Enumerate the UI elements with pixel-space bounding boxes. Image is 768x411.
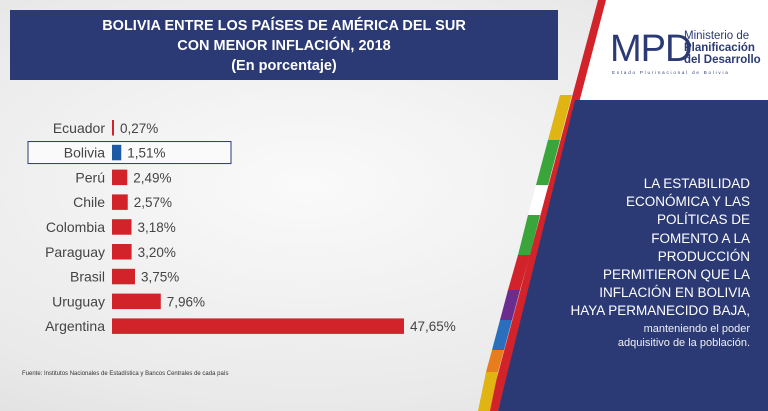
stripe-green-2 <box>518 215 540 255</box>
category-label: Argentina <box>45 318 105 334</box>
panel-sub-text: manteniendo el poder adquisitivo de la po… <box>490 322 750 350</box>
panel-main-text: LA ESTABILIDAD ECONÓMICA Y LAS POLÍTICAS D… <box>490 175 750 321</box>
panel-message: LA ESTABILIDAD ECONÓMICA Y LAS POLÍTICAS D… <box>490 175 750 350</box>
title-line-3: (En porcentaje) <box>231 58 337 74</box>
logo-line-2: Planificación <box>684 42 755 54</box>
panel-main-line: FOMENTO A LA <box>651 230 750 246</box>
stripe-blue <box>492 320 512 350</box>
logo-line-1: Ministerio de <box>684 30 750 42</box>
title-banner <box>10 10 558 80</box>
source-note: Fuente: Institutos Nacionales de Estadís… <box>22 371 229 377</box>
stripe-green <box>536 140 560 185</box>
bar-chart: Ecuador 0,27% Bolivia 1,51% Perú 2,49% Chile 2,… <box>27 120 456 334</box>
logo-subtitle: Estado Plurinacional de Bolivia <box>612 70 730 75</box>
title-line-1: BOLIVIA ENTRE LOS PAÍSES DE AMÉRICA DEL … <box>102 18 466 34</box>
panel-sub-line: manteniendo el poder <box>643 322 750 335</box>
value-label: 47,65% <box>410 319 456 334</box>
panel-main-line: ECONÓMICA Y LAS <box>625 194 750 210</box>
panel-main-line: PRODUCCIÓN <box>657 248 750 264</box>
category-label: Brasil <box>70 269 105 285</box>
bar-brasil <box>112 268 135 285</box>
panel-main-line: POLÍTICAS DE <box>656 212 750 228</box>
chart-title: BOLIVIA ENTRE LOS PAÍSES DE AMÉRICA DEL … <box>10 16 558 76</box>
panel-main-line: HAYA PERMANECIDO BAJA, <box>570 303 750 319</box>
bar-ecuador <box>112 120 114 136</box>
category-label: Uruguay <box>52 293 105 309</box>
panel-sub-line: adquisitivo de la población. <box>617 336 750 349</box>
stripe-purple <box>500 290 520 320</box>
title-line-2: CON MENOR INFLACIÓN, 2018 <box>177 38 391 54</box>
logo-name: Ministerio de Planificación del Desarrol… <box>684 30 761 66</box>
stripe-red-2 <box>508 255 530 290</box>
panel-main-line: INFLACIÓN EN BOLIVIA <box>599 285 750 301</box>
bar-perú <box>112 169 128 186</box>
category-label: Perú <box>75 169 105 185</box>
category-label: Chile <box>73 194 105 210</box>
value-label: 3,20% <box>138 245 176 260</box>
value-label: 7,96% <box>167 294 205 309</box>
bar-chile <box>112 194 128 210</box>
category-label: Bolivia <box>64 145 105 161</box>
panel-main-line: PERMITIERON QUE LA <box>602 267 750 283</box>
panel-main-line: LA ESTABILIDAD <box>643 176 750 191</box>
category-label: Paraguay <box>45 244 105 260</box>
bar-colombia <box>112 219 132 235</box>
highlight-box <box>27 141 232 165</box>
value-label: 3,75% <box>141 270 179 285</box>
stripe-yellow <box>548 95 572 140</box>
value-label: 1,51% <box>127 146 165 161</box>
panel-blue <box>498 100 768 411</box>
bar-uruguay <box>112 293 161 310</box>
stripe-orange <box>486 350 504 372</box>
stripe-yellow-2 <box>478 372 498 411</box>
value-label: 3,18% <box>137 220 175 235</box>
bar-argentina <box>112 318 404 334</box>
category-label: Ecuador <box>53 120 105 136</box>
stripe-white <box>528 185 548 215</box>
category-label: Colombia <box>46 219 105 235</box>
logo-line-3: del Desarrollo <box>684 54 761 66</box>
value-label: 2,49% <box>133 170 171 185</box>
logo-mark: MPD <box>610 28 692 70</box>
bar-paraguay <box>112 244 132 260</box>
value-label: 2,57% <box>134 195 172 210</box>
value-label: 0,27% <box>120 121 158 136</box>
bar-bolivia <box>112 144 122 161</box>
